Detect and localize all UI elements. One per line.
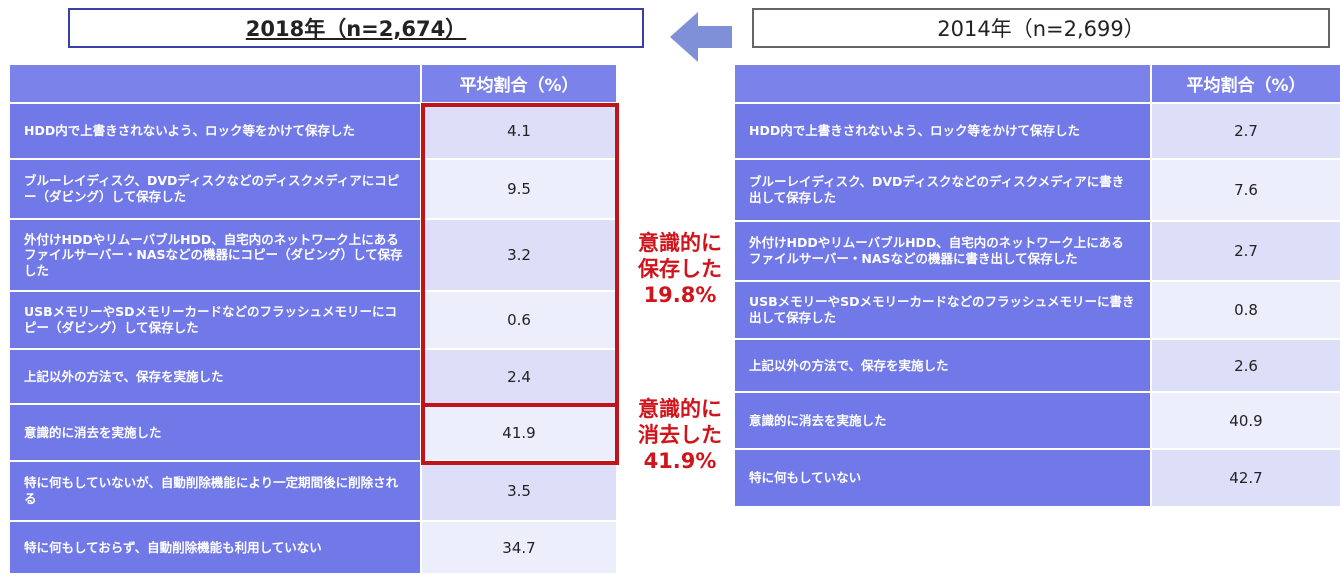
row-label: USBメモリーやSDメモリーカードなどのフラッシュメモリーに書き出して保存した [735, 282, 1150, 340]
table-row: 意識的に消去を実施した 41.9 [10, 405, 616, 462]
highlight-saved [421, 103, 619, 407]
row-label: 意識的に消去を実施した [10, 405, 420, 462]
table-2014: 平均割合（%） HDD内で上書きされないよう、ロック等をかけて保存した 2.7 ブルー… [735, 65, 1340, 508]
table-row: 特に何もしていないが、自動削除機能により一定期間後に削除される 3.5 [10, 462, 616, 522]
row-value: 7.6 [1150, 160, 1340, 222]
row-value: 2.7 [1150, 104, 1340, 160]
arrow-shape [670, 12, 732, 62]
table-row: ブルーレイディスク、DVDディスクなどのディスクメディアに書き出して保存した 7.… [735, 160, 1340, 222]
table-row: 特に何もしていない 42.7 [735, 450, 1340, 508]
row-value: 34.7 [420, 522, 616, 575]
table-row: HDD内で上書きされないよう、ロック等をかけて保存した 2.7 [735, 104, 1340, 160]
row-label: ブルーレイディスク、DVDディスクなどのディスクメディアにコピー（ダビング）して… [10, 160, 420, 220]
row-label: HDD内で上書きされないよう、ロック等をかけて保存した [735, 104, 1150, 160]
row-value: 41.9 [420, 405, 616, 462]
annotation-saved: 意識的に 保存した 19.8% [625, 230, 735, 308]
annotation-line: 消去した [638, 423, 722, 447]
table-2018: 平均割合（%） HDD内で上書きされないよう、ロック等をかけて保存した 4.1 ブルー… [10, 65, 616, 575]
row-value: 2.6 [1150, 340, 1340, 393]
row-value: 0.6 [420, 292, 616, 350]
row-label: 外付けHDDやリムーバブルHDD、自宅内のネットワーク上にあるファイルサーバー・… [735, 222, 1150, 282]
annotation-line: 41.9% [643, 449, 717, 473]
row-label: 上記以外の方法で、保存を実施した [735, 340, 1150, 393]
highlight-deleted [421, 403, 619, 465]
annotation-deleted: 意識的に 消去した 41.9% [625, 396, 735, 474]
row-label: HDD内で上書きされないよう、ロック等をかけて保存した [10, 104, 420, 160]
header-row: 平均割合（%） [735, 65, 1340, 104]
row-label: 特に何もしていないが、自動削除機能により一定期間後に削除される [10, 462, 420, 522]
annotation-line: 19.8% [643, 283, 717, 307]
table-row: 意識的に消去を実施した 40.9 [735, 393, 1340, 450]
header-row: 平均割合（%） [10, 65, 616, 104]
row-value: 9.5 [420, 160, 616, 220]
row-value: 4.1 [420, 104, 616, 160]
table-row: HDD内で上書きされないよう、ロック等をかけて保存した 4.1 [10, 104, 616, 160]
row-value: 3.5 [420, 462, 616, 522]
row-value: 0.8 [1150, 282, 1340, 340]
row-value: 40.9 [1150, 393, 1340, 450]
header-blank [735, 65, 1150, 104]
table-row: USBメモリーやSDメモリーカードなどのフラッシュメモリーに書き出して保存した 0… [735, 282, 1340, 340]
table-row: 上記以外の方法で、保存を実施した 2.4 [10, 350, 616, 405]
table-row: 上記以外の方法で、保存を実施した 2.6 [735, 340, 1340, 393]
row-value: 42.7 [1150, 450, 1340, 508]
row-value: 2.7 [1150, 222, 1340, 282]
row-label: USBメモリーやSDメモリーカードなどのフラッシュメモリーにコピー（ダビング）し… [10, 292, 420, 350]
title-2018: 2018年（n=2,674） [68, 8, 644, 48]
row-label: 外付けHDDやリムーバブルHDD、自宅内のネットワーク上にあるファイルサーバー・… [10, 220, 420, 292]
table-row: 外付けHDDやリムーバブルHDD、自宅内のネットワーク上にあるファイルサーバー・… [10, 220, 616, 292]
row-label: 特に何もしていない [735, 450, 1150, 508]
header-blank [10, 65, 420, 104]
title-2014: 2014年（n=2,699） [752, 8, 1330, 48]
arrow [670, 12, 732, 62]
row-label: 特に何もしておらず、自動削除機能も利用していない [10, 522, 420, 575]
row-value: 3.2 [420, 220, 616, 292]
annotation-line: 意識的に [638, 231, 722, 255]
table-row: 特に何もしておらず、自動削除機能も利用していない 34.7 [10, 522, 616, 575]
header-cell: 平均割合（%） [420, 65, 616, 104]
annotation-line: 意識的に [638, 397, 722, 421]
table-row: 外付けHDDやリムーバブルHDD、自宅内のネットワーク上にあるファイルサーバー・… [735, 222, 1340, 282]
row-label: ブルーレイディスク、DVDディスクなどのディスクメディアに書き出して保存した [735, 160, 1150, 222]
row-label: 意識的に消去を実施した [735, 393, 1150, 450]
annotation-line: 保存した [638, 257, 722, 281]
header-cell: 平均割合（%） [1150, 65, 1340, 104]
table-row: USBメモリーやSDメモリーカードなどのフラッシュメモリーにコピー（ダビング）し… [10, 292, 616, 350]
table-row: ブルーレイディスク、DVDディスクなどのディスクメディアにコピー（ダビング）して… [10, 160, 616, 220]
row-label: 上記以外の方法で、保存を実施した [10, 350, 420, 405]
